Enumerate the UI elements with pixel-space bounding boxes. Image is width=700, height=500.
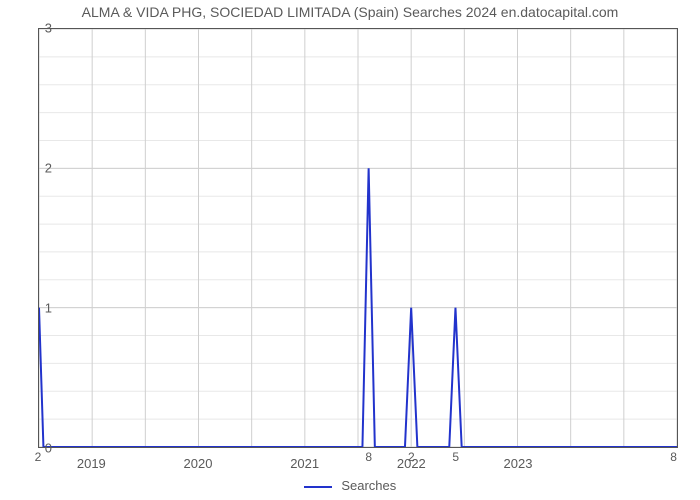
y-tick-label: 3 (38, 21, 52, 36)
x-value-marker: 2 (35, 450, 42, 464)
x-value-marker: 8 (365, 450, 372, 464)
y-tick-label: 1 (38, 301, 52, 316)
legend-swatch (304, 486, 332, 488)
x-value-marker: 5 (452, 450, 459, 464)
x-year-label: 2021 (290, 456, 319, 471)
x-year-label: 2019 (77, 456, 106, 471)
x-year-label: 2023 (504, 456, 533, 471)
y-tick-label: 2 (38, 161, 52, 176)
legend-label: Searches (341, 478, 396, 493)
chart-svg (38, 28, 678, 448)
plot-wrapper (38, 28, 678, 448)
legend: Searches (0, 478, 700, 493)
x-value-marker: 2 (408, 450, 415, 464)
x-value-marker: 8 (670, 450, 677, 464)
chart-title: ALMA & VIDA PHG, SOCIEDAD LIMITADA (Spai… (0, 4, 700, 20)
x-year-label: 2020 (184, 456, 213, 471)
